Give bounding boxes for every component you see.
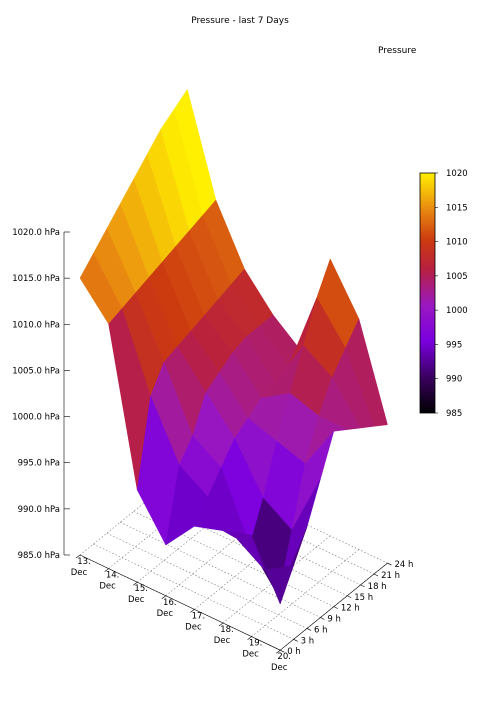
day-tick (190, 609, 195, 613)
hour-tick (373, 573, 379, 577)
pressure-tick-label: 1010.0 hPa (12, 320, 60, 330)
chart-title: Pressure - last 7 Days (191, 16, 289, 26)
hour-tick (347, 595, 352, 599)
surface-patch (251, 535, 294, 605)
day-tick (247, 636, 252, 640)
day-tick-month: Dec (128, 595, 145, 605)
day-tick-label: 18. (220, 625, 234, 635)
day-axis: 13.Dec 14.Dec 15.Dec 16.Dec 17.Dec 18.Dec 19.D… (71, 554, 291, 673)
hour-tick-label: 24 h (394, 560, 413, 570)
day-axis-line (79, 554, 281, 651)
day-tick-month: Dec (242, 650, 259, 660)
pressure-axis: 985.0 hPa 990.0 hPa 995.0 hPa 1000.0 hPa 100… (12, 228, 70, 561)
colorbar-tick-label: 1020 (446, 169, 468, 179)
hour-tick-label: 18 h (368, 582, 387, 592)
pressure-tick-label: 1020.0 hPa (12, 228, 60, 238)
hour-tick-label: 0 h (287, 647, 301, 657)
day-tick-month: Dec (71, 568, 88, 578)
colorbar-tick-label: 1000 (446, 306, 468, 316)
hour-tick-label: 9 h (327, 615, 341, 625)
pressure-tick-label: 1005.0 hPa (12, 366, 60, 376)
pressure-tick-label: 995.0 hPa (18, 459, 60, 469)
day-tick-label: 13. (77, 557, 91, 567)
day-tick (133, 581, 138, 586)
day-tick-label: 14. (106, 571, 120, 581)
hour-axis: 0 h3 h6 h9 h12 h15 h18 h21 h24 h (280, 560, 413, 657)
hour-tick (360, 584, 365, 588)
hour-tick (320, 617, 325, 620)
pressure-tick-label: 1015.0 hPa (12, 274, 60, 284)
hour-tick-label: 21 h (381, 571, 400, 581)
day-tick-month: Dec (185, 622, 202, 632)
colorbar-tick-label: 1015 (446, 203, 468, 213)
legend-label: Pressure (378, 46, 417, 56)
hour-tick-label: 12 h (341, 604, 360, 614)
day-tick (276, 649, 281, 654)
hour-tick-label: 6 h (314, 625, 328, 635)
hour-tick-label: 3 h (301, 636, 315, 646)
pressure-tick-label: 985.0 hPa (18, 551, 60, 561)
hour-tick (293, 639, 298, 642)
pressure-tick-label: 1000.0 hPa (12, 413, 60, 423)
day-tick-label: 16. (163, 598, 177, 608)
day-tick-month: Dec (99, 582, 116, 592)
day-tick (75, 554, 81, 559)
colorbar-tick-label: 1005 (446, 272, 468, 282)
day-tick-month: Dec (157, 609, 174, 619)
day-tick (104, 568, 109, 572)
colorbar-tick-label: 995 (446, 340, 462, 350)
colorbar-gradient (419, 172, 436, 414)
day-tick (218, 622, 224, 627)
colorbar-tick-label: 1010 (446, 238, 468, 248)
day-tick-label: 20. (277, 652, 291, 662)
hour-tick (333, 606, 338, 609)
hour-tick (306, 628, 312, 631)
colorbar-tick-label: 985 (446, 409, 462, 419)
colorbar-tick-label: 990 (446, 375, 462, 385)
day-tick (161, 595, 166, 600)
day-tick-label: 17. (192, 611, 206, 621)
pressure-surface (79, 88, 388, 605)
day-tick-month: Dec (214, 636, 231, 646)
hour-tick-label: 15 h (354, 593, 373, 603)
colorbar: 985 990 995 1000 1005 1010 1015 1020 (419, 169, 468, 419)
pressure-tick-label: 990.0 hPa (18, 505, 60, 515)
day-tick-label: 15. (134, 584, 148, 594)
day-tick-month: Dec (271, 663, 288, 673)
day-tick-label: 19. (249, 639, 263, 649)
hour-tick (280, 649, 285, 653)
hour-tick (387, 562, 392, 566)
